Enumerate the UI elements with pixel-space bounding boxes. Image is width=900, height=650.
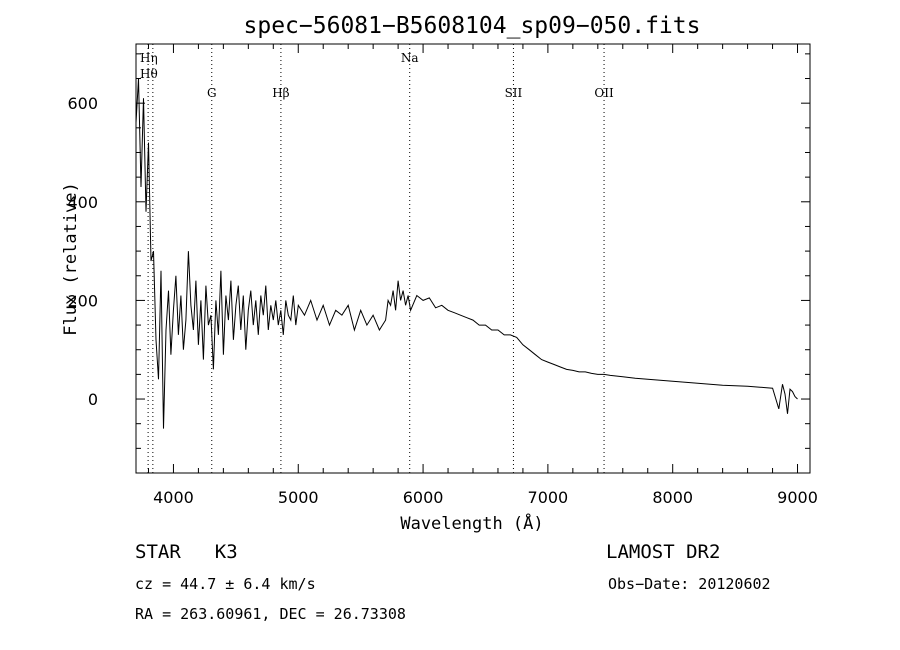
x-tick-label: 4000	[153, 488, 194, 507]
chart-title: spec−56081−B5608104_sp09−050.fits	[244, 13, 701, 39]
y-axis-label: Flux (relative)	[61, 182, 81, 336]
line-marker-label: G	[207, 86, 217, 100]
line-marker-label: SII	[505, 86, 523, 100]
line-markers: Hη Hθ G Hβ Na SII OII	[140, 44, 614, 473]
sky-coordinates: RA = 263.60961, DEC = 26.73308	[135, 605, 406, 623]
line-marker-label: Hη	[140, 51, 158, 65]
y-tick-label: 400	[67, 193, 98, 212]
line-marker-label: OII	[594, 86, 614, 100]
object-subclass: K3	[214, 541, 238, 563]
x-tick-label: 8000	[652, 488, 693, 507]
axis-ticks: 4000 5000 6000 7000 8000 9000 0 200 400 600	[67, 44, 818, 507]
redshift-velocity: cz = 44.7 ± 6.4 km/s	[135, 575, 316, 593]
y-tick-label: 0	[88, 390, 98, 409]
x-tick-label: 9000	[777, 488, 818, 507]
x-tick-label: 6000	[403, 488, 444, 507]
y-tick-label: 200	[67, 291, 98, 310]
line-marker-label: Hβ	[272, 86, 289, 100]
object-classification: STAR K3	[135, 541, 238, 563]
x-tick-label: 5000	[278, 488, 319, 507]
plot-frame	[135, 43, 811, 474]
x-tick-label: 7000	[528, 488, 569, 507]
line-marker-label: Na	[401, 51, 419, 65]
observation-date: Obs−Date: 20120602	[608, 575, 771, 593]
line-marker-label: Hθ	[140, 67, 158, 81]
y-tick-label: 600	[67, 94, 98, 113]
spectrum-series-line	[135, 78, 798, 429]
object-class: STAR	[135, 541, 181, 563]
survey-name: LAMOST DR2	[606, 541, 721, 563]
x-axis-label: Wavelength (Å)	[400, 512, 543, 534]
